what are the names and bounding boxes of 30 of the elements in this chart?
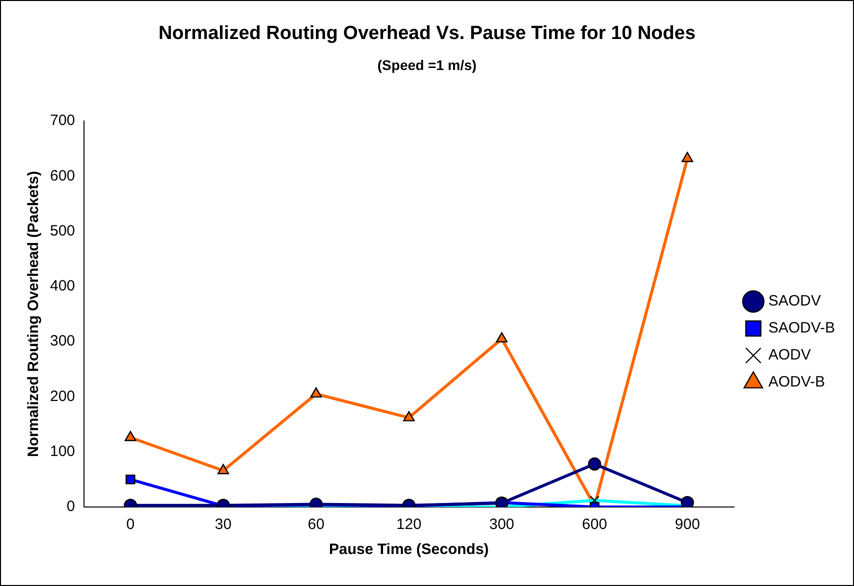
x-tick-label: 600 bbox=[582, 516, 608, 534]
point bbox=[217, 464, 230, 474]
x-tick-label: 900 bbox=[674, 516, 700, 534]
chart-subtitle: (Speed =1 m/s) bbox=[376, 57, 478, 73]
y-tick-label: 200 bbox=[50, 388, 76, 405]
legend-label: AODV bbox=[768, 346, 811, 364]
x-tick-label: 0 bbox=[126, 516, 135, 534]
x-tick-label: 300 bbox=[489, 516, 514, 534]
point bbox=[403, 411, 415, 422]
y-tick-label: 500 bbox=[50, 222, 76, 240]
y-axis-title: Normalized Routing Overhead (Packets) bbox=[25, 171, 42, 457]
y-tick-label: 300 bbox=[50, 332, 76, 350]
chart-title: Normalized Routing Overhead Vs. Pause Time for 10 Nodes bbox=[157, 23, 697, 45]
x-tick-label: 30 bbox=[214, 516, 232, 534]
x-tick-label: 60 bbox=[308, 516, 324, 534]
x-tick-label: 120 bbox=[396, 516, 422, 534]
point bbox=[496, 332, 508, 342]
point bbox=[680, 496, 694, 507]
point bbox=[124, 430, 136, 442]
y-tick-label: 700 bbox=[50, 112, 76, 130]
legend-label: SAODV-B bbox=[768, 320, 835, 337]
point bbox=[310, 387, 322, 398]
y-tick-label: 600 bbox=[50, 167, 76, 184]
y-tick-label: 100 bbox=[50, 443, 76, 460]
point bbox=[682, 152, 694, 162]
legend-label: AODV-B bbox=[768, 374, 825, 391]
legend-label: SAODV bbox=[768, 292, 821, 310]
x-axis-title: Pause Time (Seconds) bbox=[329, 541, 489, 558]
y-tick-label: 0 bbox=[66, 498, 76, 516]
y-tick-label: 400 bbox=[50, 278, 76, 295]
